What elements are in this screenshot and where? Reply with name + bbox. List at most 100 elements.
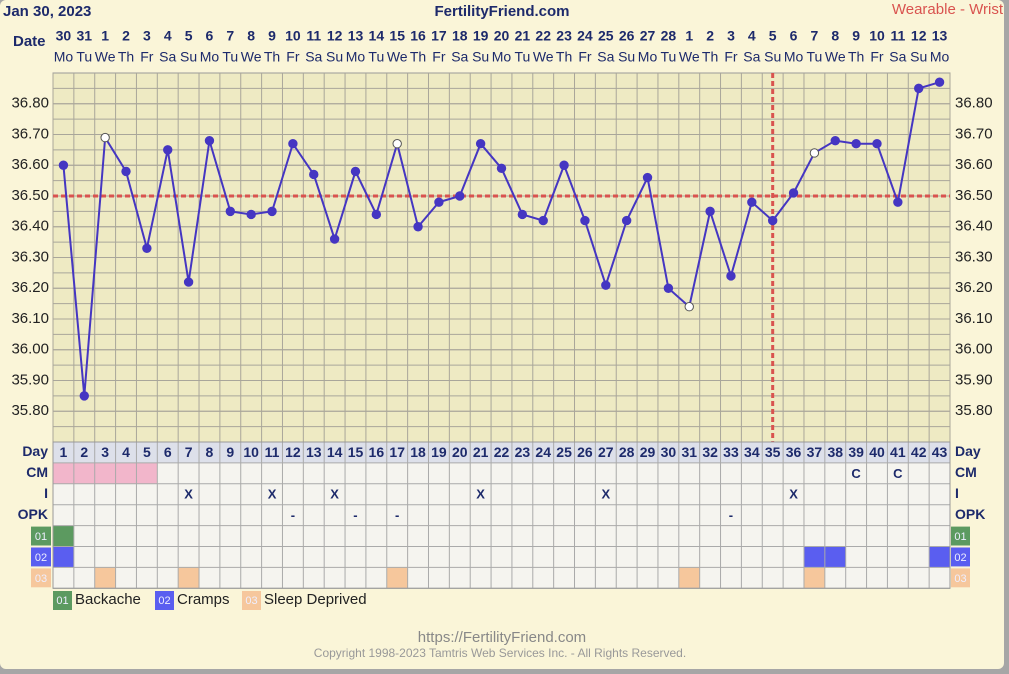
date-label: 12: [327, 28, 343, 44]
temperature-point: [872, 139, 882, 149]
date-label: 10: [869, 28, 885, 44]
day-number: 11: [265, 444, 280, 460]
weekday-label: Tu: [514, 49, 530, 65]
date-label: 10: [285, 28, 301, 44]
weekday-label: Th: [410, 49, 426, 65]
symptom-code-box-right: [951, 526, 970, 546]
date-label: 24: [577, 28, 593, 44]
day-number: 24: [535, 444, 551, 460]
weekday-label: Fr: [870, 49, 884, 65]
row-mark: X: [330, 487, 339, 502]
legend-swatch: [53, 591, 72, 610]
weekday-label: Mo: [492, 49, 512, 65]
y-tick-label-right: 36.30: [955, 248, 993, 265]
weekday-label: Th: [118, 49, 134, 65]
legend-swatch: [242, 591, 261, 610]
temperature-point: [288, 139, 298, 149]
weekday-label: Fr: [286, 49, 300, 65]
symptom-cell: [53, 525, 74, 547]
temperature-point: [121, 166, 131, 177]
temperature-point: [934, 77, 945, 87]
y-tick-label-right: 36.60: [955, 156, 993, 173]
temperature-point: [58, 160, 69, 170]
weekday-label: Tu: [806, 49, 822, 65]
day-number: 4: [122, 444, 130, 460]
date-label: 17: [431, 28, 447, 44]
legend-swatch: [155, 591, 174, 610]
row-label: OPK: [18, 506, 48, 522]
row-mark: -: [353, 508, 357, 523]
day-number: 32: [702, 444, 718, 460]
symptom-code-box-right: [951, 568, 970, 588]
day-number: 42: [911, 444, 927, 460]
y-tick-label: 36.30: [11, 248, 49, 265]
temperature-point: [914, 83, 924, 94]
day-number: 16: [369, 444, 385, 460]
symptom-cell: [94, 567, 116, 589]
temperature-point: [788, 188, 799, 198]
row-mark: -: [395, 508, 399, 523]
table-row: [53, 504, 950, 526]
temperature-point: [663, 283, 674, 293]
y-tick-label: 36.80: [11, 95, 49, 112]
temperature-point: [538, 215, 548, 226]
day-number: 20: [452, 444, 468, 460]
date-label: 20: [494, 28, 510, 44]
day-number: 31: [681, 444, 697, 460]
symptom-code-box: [31, 568, 51, 588]
weekday-label: Mo: [346, 49, 366, 65]
y-tick-label-right: 36.50: [955, 187, 993, 204]
weekday-label: Th: [848, 49, 864, 65]
weekday-label: Sa: [597, 49, 614, 65]
temperature-point: [684, 302, 694, 312]
symptom-cell: [929, 546, 950, 568]
temperature-point: [392, 139, 402, 149]
row-label-right: I: [955, 485, 959, 501]
temperature-point: [496, 163, 507, 174]
temperature-point: [726, 271, 736, 281]
temperature-point: [767, 215, 778, 226]
y-tick-label: 36.50: [11, 187, 49, 204]
day-number: 5: [143, 444, 151, 460]
date-label: 6: [206, 28, 214, 44]
day-number: 8: [206, 444, 214, 460]
y-tick-label-right: 36.70: [955, 125, 993, 142]
y-tick-label-right: 36.10: [955, 310, 993, 327]
row-mark: X: [184, 487, 193, 502]
row-label-right: CM: [955, 464, 977, 480]
day-number: 6: [164, 444, 172, 460]
temperature-point: [830, 135, 840, 146]
day-number: 41: [890, 444, 906, 460]
day-number: 21: [473, 444, 489, 460]
temperature-point: [893, 197, 903, 207]
day-number: 1: [60, 444, 68, 460]
weekday-label: Sa: [451, 49, 468, 65]
day-number: 25: [556, 444, 572, 460]
weekday-label: Su: [618, 49, 635, 65]
y-tick-label: 36.20: [11, 279, 49, 296]
temperature-point: [163, 145, 173, 155]
date-label: 7: [811, 28, 819, 44]
temperature-point: [350, 166, 361, 177]
symptom-cell: [53, 546, 74, 568]
weekday-label: Mo: [784, 49, 804, 65]
weekday-label: Fr: [724, 49, 738, 65]
weekday-label: Mo: [54, 49, 74, 65]
row-label-right: OPK: [955, 506, 985, 522]
row-mark: X: [476, 487, 485, 502]
temperature-point: [559, 160, 569, 170]
weekday-label: Tu: [76, 49, 92, 65]
temperature-point: [79, 391, 89, 401]
date-label: 3: [143, 28, 151, 44]
date-label: 25: [598, 28, 614, 44]
day-number: 9: [226, 444, 234, 460]
day-number: 37: [807, 444, 823, 460]
date-label: 27: [640, 28, 656, 44]
date-label: 16: [410, 28, 426, 44]
weekday-label: We: [95, 49, 116, 65]
weekday-label: Su: [764, 49, 781, 65]
row-cell-fill: [94, 462, 116, 484]
row-cell-fill: [73, 462, 95, 484]
day-number: 36: [786, 444, 802, 460]
